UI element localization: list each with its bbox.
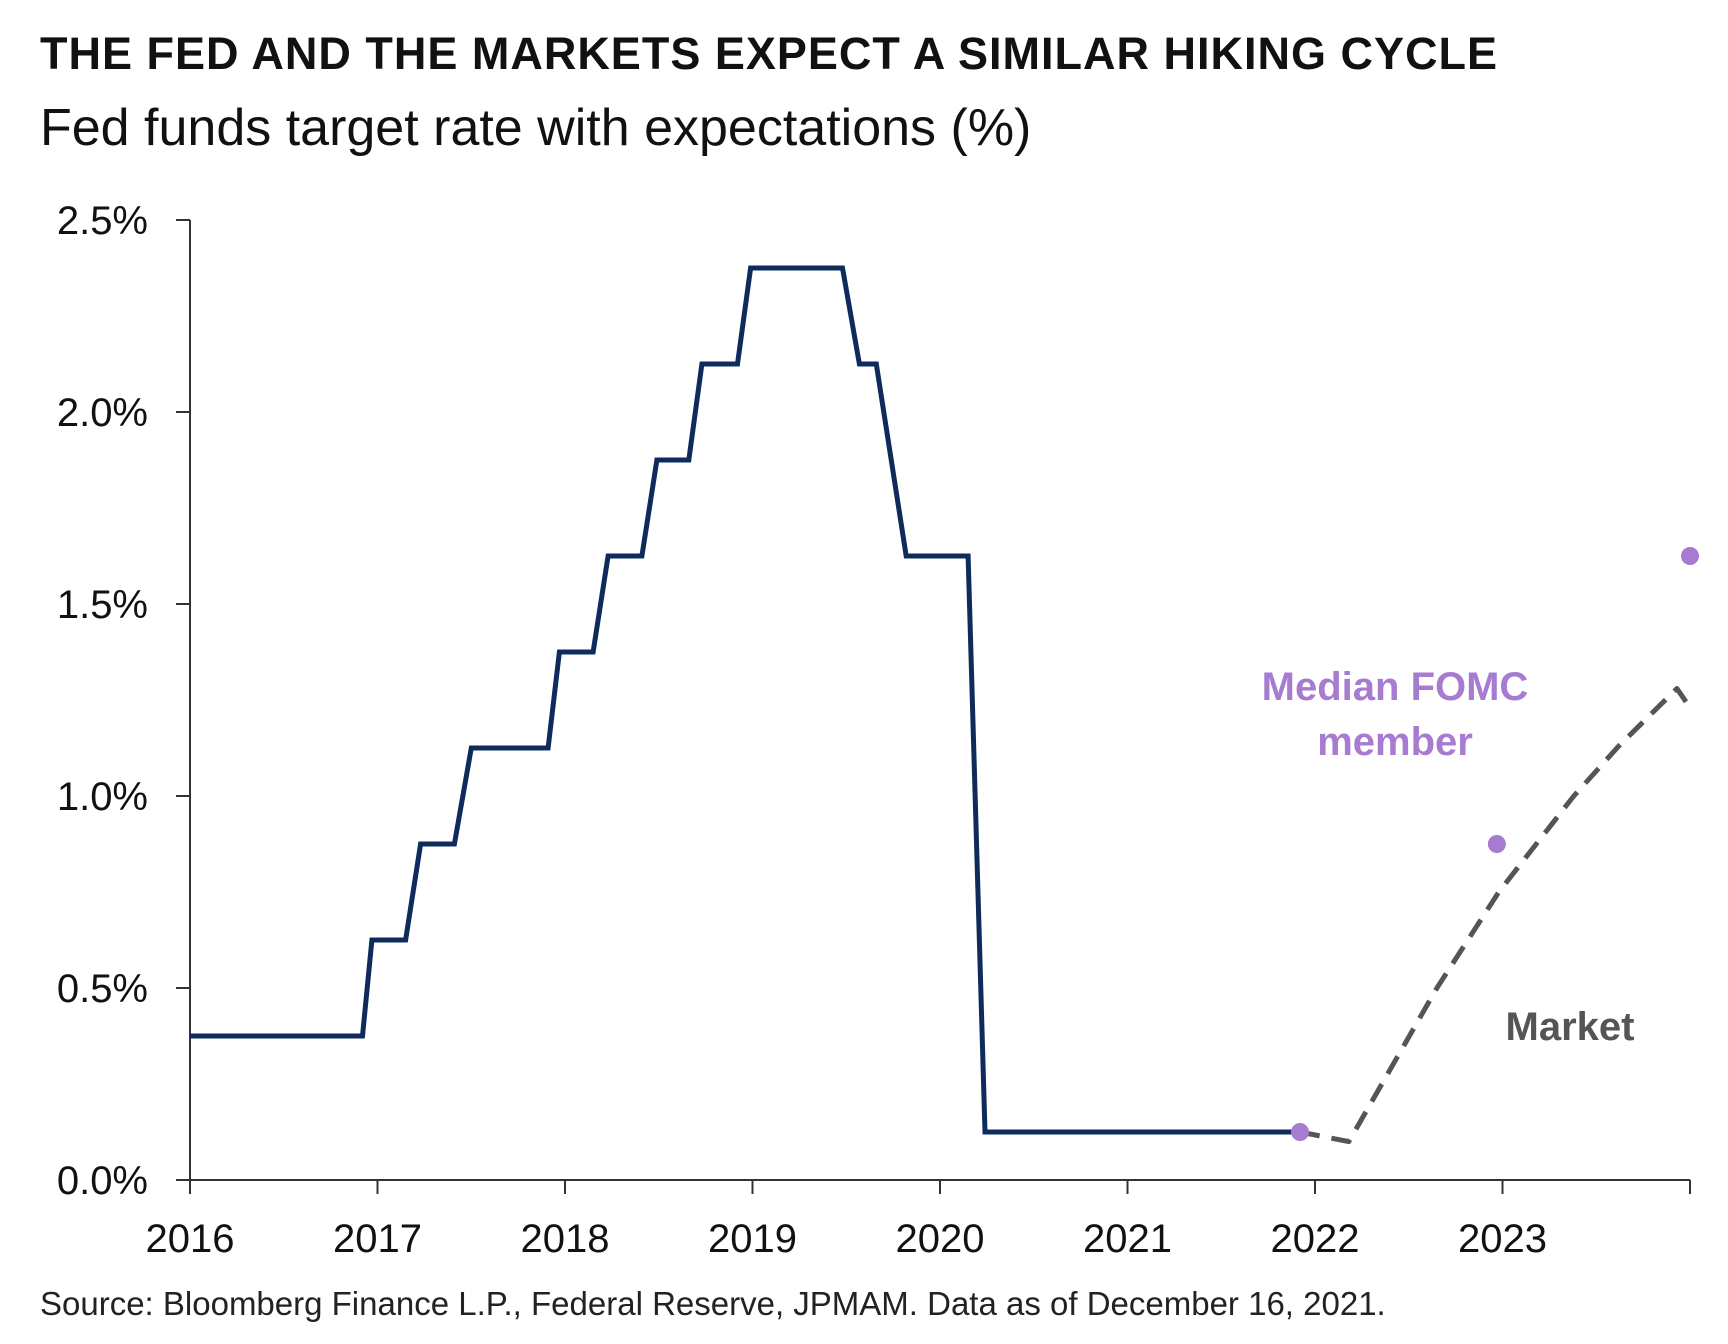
fomc-median-point — [1681, 547, 1699, 565]
source-note: Source: Bloomberg Finance L.P., Federal … — [40, 1285, 1386, 1322]
chart-subtitle: Fed funds target rate with expectations … — [40, 99, 1032, 157]
fomc-median-point — [1291, 1123, 1309, 1141]
x-tick-label: 2023 — [1458, 1217, 1547, 1261]
x-tick-label: 2017 — [333, 1217, 422, 1261]
chart-svg: 0.0% 0.5% 1.0% 1.5% 2.0% 2.5% 2016 2017 2018 2019… — [57, 199, 1699, 1261]
chart-title: THE FED AND THE MARKETS EXPECT A SIMILAR… — [40, 28, 1499, 79]
market-annotation: Market — [1506, 1005, 1635, 1049]
y-tick-label: 1.0% — [57, 775, 148, 819]
market-expectation-line — [1299, 686, 1693, 1145]
x-tick-label: 2022 — [1271, 1217, 1360, 1261]
x-tick-label: 2021 — [1083, 1217, 1172, 1261]
fomc-annotation-line-2: member — [1317, 720, 1473, 764]
chart-axes: 0.0% 0.5% 1.0% 1.5% 2.0% 2.5% 2016 2017 2018 2019… — [57, 199, 1691, 1261]
x-tick-label: 2016 — [146, 1217, 235, 1261]
y-tick-label: 2.5% — [57, 199, 148, 243]
fed-funds-rate-line — [190, 265, 1300, 1135]
y-tick-label: 0.0% — [57, 1159, 148, 1203]
x-tick-label: 2018 — [521, 1217, 610, 1261]
y-tick-label: 0.5% — [57, 967, 148, 1011]
series-layer — [190, 265, 1699, 1145]
y-tick-label: 2.0% — [57, 391, 148, 435]
x-tick-label: 2019 — [708, 1217, 797, 1261]
y-tick-label: 1.5% — [57, 583, 148, 627]
x-tick-label: 2020 — [896, 1217, 985, 1261]
fomc-median-point — [1487, 835, 1506, 853]
fomc-annotation-line-1: Median FOMC — [1262, 665, 1529, 709]
